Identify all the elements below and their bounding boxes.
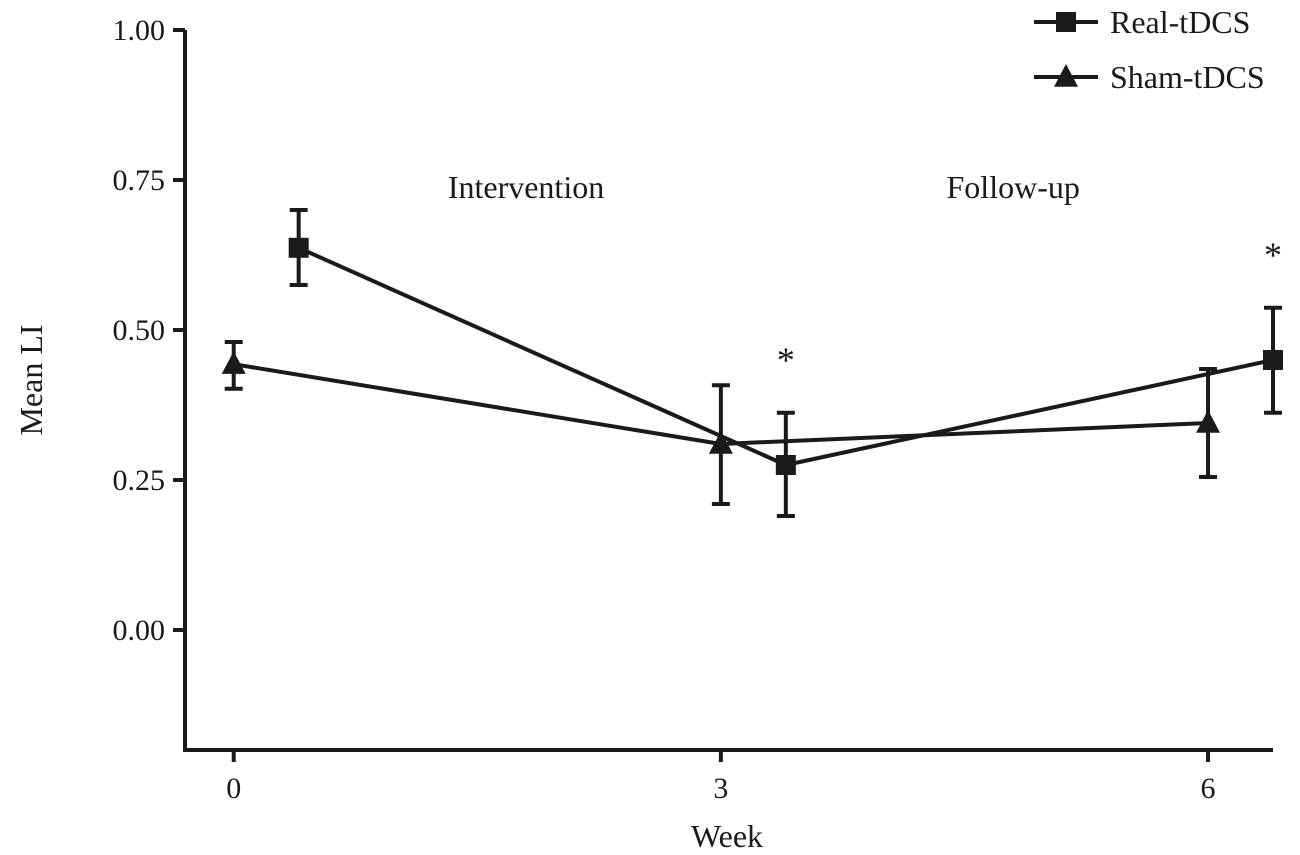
x-axis-title: Week bbox=[691, 818, 763, 854]
axes bbox=[173, 28, 1273, 762]
x-tick-label: 3 bbox=[713, 772, 728, 805]
sham-tdcs-point bbox=[1196, 410, 1221, 433]
legend-marker-sham-tdcs bbox=[1054, 64, 1078, 87]
legend-label-sham-tdcs: Sham-tDCS bbox=[1110, 59, 1265, 95]
data-marks bbox=[221, 208, 1283, 518]
significance-marker: * bbox=[1264, 235, 1282, 275]
phase-label: Follow-up bbox=[947, 169, 1080, 205]
y-tick-label: 1.00 bbox=[113, 14, 166, 47]
real-tdcs-point bbox=[288, 237, 309, 258]
real-tdcs-point bbox=[775, 455, 796, 475]
x-tick-label: 6 bbox=[1201, 772, 1216, 805]
phase-label: Intervention bbox=[448, 169, 604, 205]
significance-marker: * bbox=[777, 340, 795, 380]
sham-tdcs-point bbox=[708, 431, 733, 454]
legend: Real-tDCS Sham-tDCS bbox=[1034, 4, 1265, 95]
legend-marker-real-tdcs bbox=[1056, 12, 1076, 32]
chart-labels: 0.00 0.25 0.50 0.75 1.00 0 3 6 Week Mean LI Interv… bbox=[13, 4, 1282, 854]
y-tick-label: 0.25 bbox=[113, 464, 166, 497]
y-tick-label: 0.50 bbox=[113, 314, 166, 347]
real-tdcs-point bbox=[1263, 350, 1283, 370]
y-axis-title: Mean LI bbox=[13, 324, 49, 435]
y-tick-label: 0.75 bbox=[113, 164, 166, 197]
x-tick-label: 0 bbox=[226, 772, 241, 805]
legend-label-real-tdcs: Real-tDCS bbox=[1110, 4, 1250, 40]
y-tick-label: 0.00 bbox=[113, 614, 166, 647]
sham-tdcs-point bbox=[221, 351, 246, 374]
